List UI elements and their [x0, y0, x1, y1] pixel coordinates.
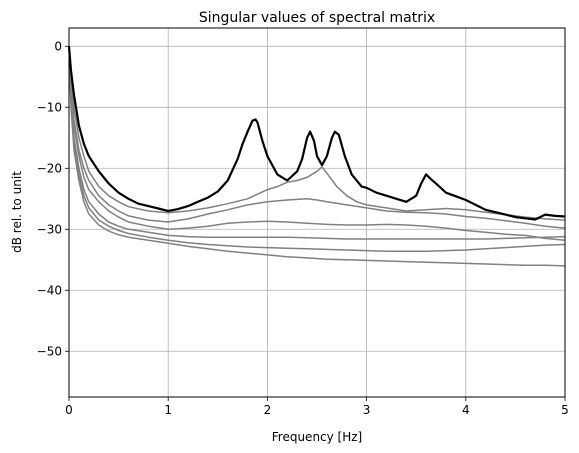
x-axis-label: Frequency [Hz] — [272, 430, 363, 444]
series-line-singular-value-4 — [68, 46, 566, 242]
series-line-singular-value-5 — [68, 46, 566, 240]
x-tick-label: 1 — [164, 403, 172, 417]
y-axis-label: dB rel. to unit — [10, 171, 24, 253]
y-tick-label: −10 — [37, 100, 62, 114]
plot-frame — [68, 27, 566, 398]
x-tick-label: 0 — [65, 403, 73, 417]
series-line-singular-value-6 — [68, 46, 566, 252]
series-line-singular-value-3 — [68, 46, 566, 229]
x-tick-label: 2 — [264, 403, 272, 417]
y-tick-label: −20 — [37, 161, 62, 175]
y-tick-label: −40 — [37, 283, 62, 297]
y-axis: 0 −10 −20 −30 −40 −50 — [37, 39, 69, 358]
x-tick-label: 4 — [462, 403, 470, 417]
y-tick-label: 0 — [54, 39, 62, 53]
y-tick-label: −30 — [37, 222, 62, 236]
series-line-singular-value-7 — [68, 46, 566, 267]
series-lines — [67, 46, 566, 267]
chart-title: Singular values of spectral matrix — [199, 10, 435, 26]
x-axis: 0 1 2 3 4 5 — [65, 397, 569, 417]
y-tick-label: −50 — [37, 344, 62, 358]
x-tick-label: 3 — [363, 403, 371, 417]
series-line-first-singular-value — [67, 46, 566, 221]
series-line-singular-value-2 — [68, 46, 566, 221]
x-tick-label: 5 — [561, 403, 569, 417]
